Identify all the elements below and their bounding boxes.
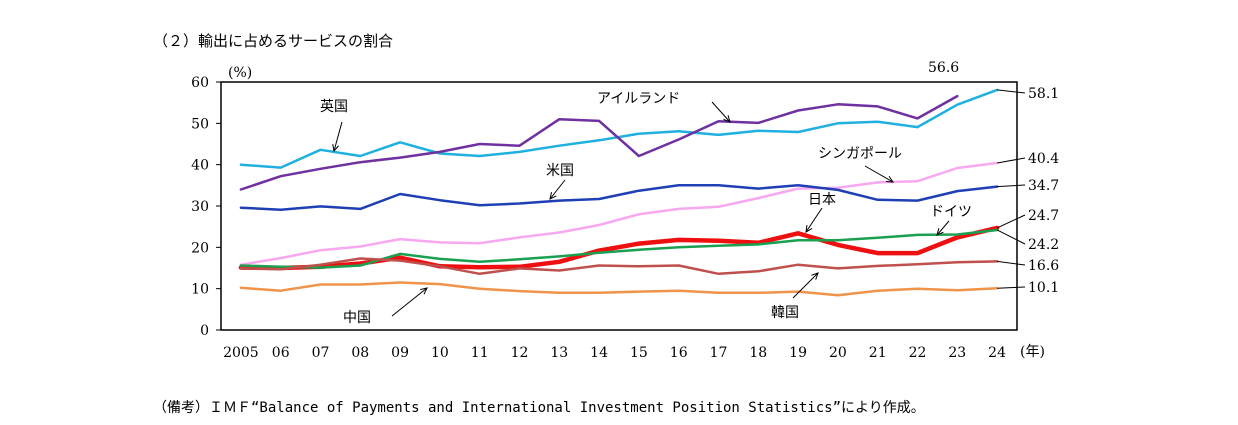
end-value-label: 34.7 <box>1028 178 1059 194</box>
series-line <box>239 94 959 191</box>
end-value-label: 24.2 <box>1028 237 1059 253</box>
series-line <box>239 228 999 269</box>
y-axis-unit: (%) <box>228 65 252 81</box>
annotation-arrow-head <box>723 115 731 123</box>
leader-line <box>997 286 1026 289</box>
annotation-arrow-line <box>864 165 894 183</box>
x-axis-unit: (年) <box>1020 344 1045 360</box>
x-tick-label: 08 <box>351 345 369 361</box>
chart-title: （２）輸出に占めるサービスの割合 <box>153 32 394 50</box>
annotation-arrow-line <box>333 121 343 152</box>
end-value-label: 24.7 <box>1028 208 1059 224</box>
end-value-label: 56.6 <box>928 60 959 76</box>
series-name-label: 韓国 <box>771 305 799 321</box>
x-tick-label: 23 <box>948 345 966 361</box>
y-tick-label: 0 <box>200 323 209 339</box>
x-tick-label: 13 <box>550 345 568 361</box>
end-value-label: 10.1 <box>1028 280 1059 296</box>
leader-line <box>997 89 1026 94</box>
leader-line <box>997 157 1026 164</box>
x-tick-label: 10 <box>431 345 449 361</box>
x-tick-label: 24 <box>988 345 1006 361</box>
y-tick-label: 50 <box>191 116 209 132</box>
annotation-arrow-head <box>332 144 339 153</box>
x-tick-label: 19 <box>789 345 807 361</box>
x-tick-label: 15 <box>630 345 648 361</box>
x-tick-label: 11 <box>471 345 489 361</box>
y-tick-label: 20 <box>191 240 209 256</box>
y-tick-label: 60 <box>191 75 209 91</box>
x-tick-label: 21 <box>869 345 887 361</box>
annotation-arrow-line <box>391 287 428 317</box>
x-tick-label: 07 <box>312 345 330 361</box>
x-tick-label: 09 <box>391 345 409 361</box>
leader-line <box>997 184 1026 188</box>
source-note: （備考）ＩＭＦ“Balance of Payments and Internat… <box>153 400 925 416</box>
end-value-label: 16.6 <box>1028 258 1059 274</box>
series-name-label: アイルランド <box>597 91 680 107</box>
annotation-arrow-head <box>420 287 428 295</box>
x-tick-label: 12 <box>511 345 529 361</box>
x-tick-label: 06 <box>272 345 290 361</box>
annotation-arrow-line <box>805 207 823 233</box>
annotation-arrow-head <box>811 272 819 280</box>
leader-line <box>996 229 1026 245</box>
leader-line <box>997 260 1026 266</box>
end-value-label: 40.4 <box>1028 151 1059 167</box>
y-tick-label: 30 <box>191 199 209 215</box>
series-line <box>239 257 999 276</box>
y-tick-label: 40 <box>191 158 209 174</box>
annotation-arrow-line <box>792 272 819 299</box>
x-tick-label: 20 <box>829 345 847 361</box>
annotation-arrow-head <box>549 192 557 200</box>
leader-line <box>996 214 1026 229</box>
x-tick-label: 14 <box>590 345 608 361</box>
series-line <box>239 184 999 211</box>
annotation-arrow-head <box>805 224 813 233</box>
series-name-label: 米国 <box>546 163 574 179</box>
series-name-label: ドイツ <box>930 204 972 220</box>
x-tick-label: 16 <box>670 345 688 361</box>
x-tick-label: 22 <box>909 345 927 361</box>
series-line <box>239 281 999 297</box>
x-tick-label: 18 <box>749 345 767 361</box>
annotation-arrow-head <box>885 175 894 183</box>
annotation-arrow-line <box>711 101 731 123</box>
x-tick-label: 2005 <box>223 345 259 361</box>
series-name-label: シンガポール <box>818 146 902 162</box>
annotation-arrow-line <box>549 179 566 200</box>
series-name-label: 英国 <box>320 98 348 115</box>
end-value-label: 58.1 <box>1028 86 1059 102</box>
annotation-arrow-line <box>936 220 950 236</box>
series-name-label: 中国 <box>343 310 371 326</box>
series-line <box>239 161 999 266</box>
x-tick-label: 17 <box>710 345 728 361</box>
annotation-arrow-head <box>936 228 944 236</box>
series-name-label: 日本 <box>808 192 836 208</box>
y-tick-label: 10 <box>191 282 209 298</box>
